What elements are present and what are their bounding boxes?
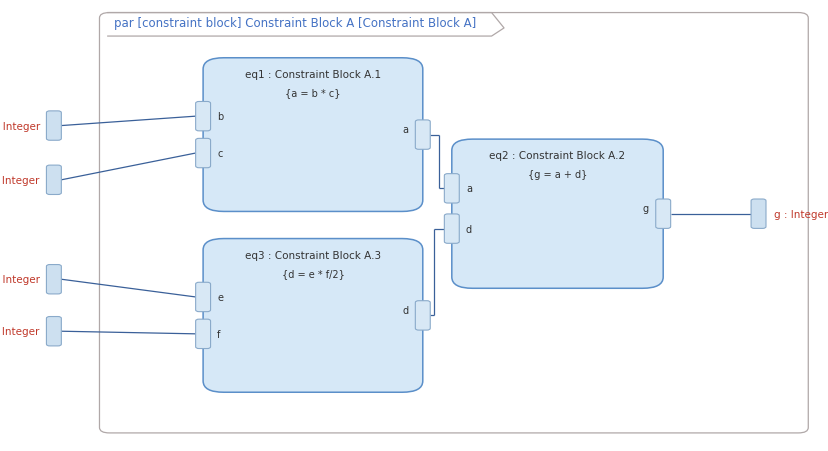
Text: d: d xyxy=(465,224,471,234)
Text: {a = b * c}: {a = b * c} xyxy=(285,88,340,98)
FancyBboxPatch shape xyxy=(444,174,459,203)
Text: f: f xyxy=(217,329,220,339)
Text: d: d xyxy=(402,305,408,315)
FancyBboxPatch shape xyxy=(415,120,430,150)
Text: eq3 : Constraint Block A.3: eq3 : Constraint Block A.3 xyxy=(244,250,381,260)
FancyBboxPatch shape xyxy=(203,59,422,212)
FancyBboxPatch shape xyxy=(203,239,422,392)
FancyBboxPatch shape xyxy=(195,319,210,349)
FancyBboxPatch shape xyxy=(46,112,61,141)
FancyBboxPatch shape xyxy=(99,14,807,433)
Text: f : Integer: f : Integer xyxy=(0,327,40,336)
FancyBboxPatch shape xyxy=(195,283,210,312)
FancyBboxPatch shape xyxy=(46,166,61,195)
Text: e: e xyxy=(217,292,223,302)
Text: b: b xyxy=(217,112,224,122)
Text: g : Integer: g : Integer xyxy=(773,209,827,219)
Text: eq1 : Constraint Block A.1: eq1 : Constraint Block A.1 xyxy=(244,70,381,80)
FancyBboxPatch shape xyxy=(750,199,765,229)
Text: eq2 : Constraint Block A.2: eq2 : Constraint Block A.2 xyxy=(489,151,625,161)
Text: a: a xyxy=(402,125,408,135)
Text: a: a xyxy=(465,184,471,194)
FancyBboxPatch shape xyxy=(451,140,662,289)
Text: g: g xyxy=(643,204,648,214)
FancyBboxPatch shape xyxy=(195,102,210,132)
Text: e : Integer: e : Integer xyxy=(0,275,40,285)
FancyBboxPatch shape xyxy=(655,199,670,229)
Text: c: c xyxy=(217,149,222,159)
FancyBboxPatch shape xyxy=(444,215,459,244)
FancyBboxPatch shape xyxy=(415,301,430,330)
Text: b : Integer: b : Integer xyxy=(0,121,40,131)
FancyBboxPatch shape xyxy=(46,265,61,294)
Text: {g = a + d}: {g = a + d} xyxy=(527,169,586,179)
FancyBboxPatch shape xyxy=(195,139,210,168)
Text: par [constraint block] Constraint Block A [Constraint Block A]: par [constraint block] Constraint Block … xyxy=(114,17,476,29)
FancyBboxPatch shape xyxy=(46,317,61,346)
Text: {d = e * f/2}: {d = e * f/2} xyxy=(282,268,344,278)
Text: c : Integer: c : Integer xyxy=(0,175,40,185)
